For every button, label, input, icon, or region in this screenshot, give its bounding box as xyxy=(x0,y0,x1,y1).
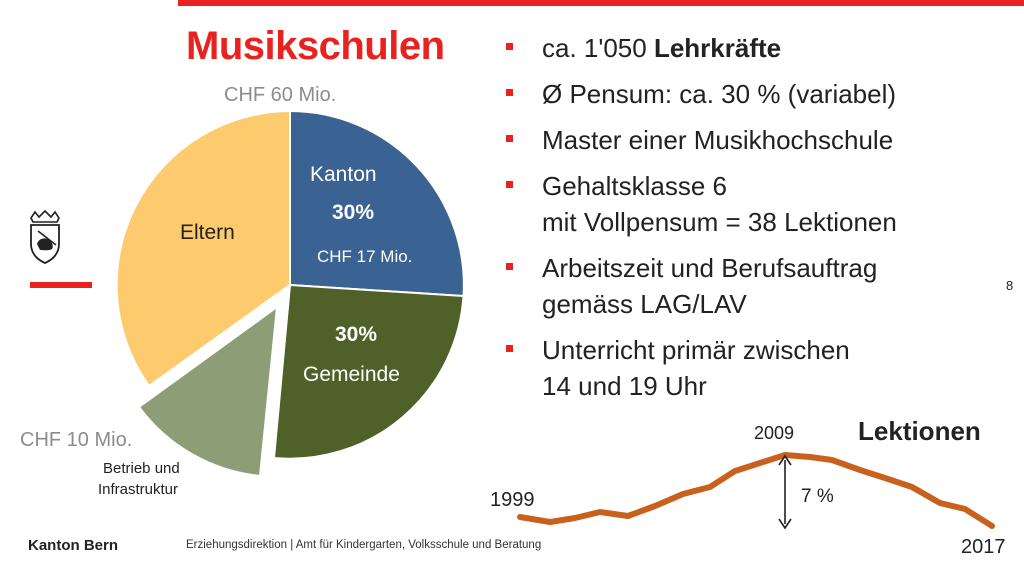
bullet-square-icon xyxy=(506,89,513,96)
pie-label-betrieb-line1: Betrieb und xyxy=(103,460,180,477)
top-accent-bar xyxy=(178,0,1024,6)
pie-percent-kanton: 30% xyxy=(332,201,374,224)
bullet-square-icon xyxy=(506,181,513,188)
pie-label-gemeinde: Gemeinde xyxy=(303,363,400,386)
pie-label-kanton: Kanton xyxy=(310,163,377,186)
pie-amount-kanton: CHF 17 Mio. xyxy=(317,247,412,266)
bullet-item: ca. 1'050 Lehrkräfte xyxy=(506,30,897,66)
pie-label-eltern: Eltern xyxy=(180,221,235,244)
bullet-square-icon xyxy=(506,43,513,50)
pie-slice-eltern xyxy=(115,109,291,388)
pie-slice-gemeinde xyxy=(272,283,465,460)
bullet-item: Arbeitszeit und Berufsauftrag gemäss LAG/… xyxy=(506,250,897,322)
bullet-square-icon xyxy=(506,135,513,142)
bullet-item: Unterricht primär zwischen 14 und 19 Uhr xyxy=(506,332,897,404)
kanton-bern-crest-icon xyxy=(30,210,60,264)
pie-note-left: CHF 10 Mio. xyxy=(20,429,132,451)
page-number: 8 xyxy=(1006,278,1014,293)
slide-title: Musikschulen xyxy=(186,24,445,68)
pie-percent-gemeinde: 30% xyxy=(335,323,377,346)
red-accent-dash xyxy=(30,282,92,288)
trend-title: Lektionen xyxy=(858,416,981,446)
bullet-item: Gehaltsklasse 6 mit Vollpensum = 38 Lekti… xyxy=(506,168,897,240)
bullet-square-icon xyxy=(506,345,513,352)
pie-slice-betrieb xyxy=(137,304,279,478)
bullet-item: Master einer Musikhochschule xyxy=(506,122,897,158)
bullet-list: ca. 1'050 Lehrkräfte Ø Pensum: ca. 30 % … xyxy=(506,30,897,414)
pie-label-betrieb-line2: Infrastruktur xyxy=(98,481,178,498)
pie-note-top: CHF 60 Mio. xyxy=(224,84,336,106)
pie-slice-kanton xyxy=(289,109,465,298)
bullet-square-icon xyxy=(506,263,513,270)
footer-organization: Kanton Bern xyxy=(28,537,118,554)
bullet-item: Ø Pensum: ca. 30 % (variabel) xyxy=(506,76,897,112)
footer-department: Erziehungsdirektion | Amt für Kindergart… xyxy=(186,539,542,551)
